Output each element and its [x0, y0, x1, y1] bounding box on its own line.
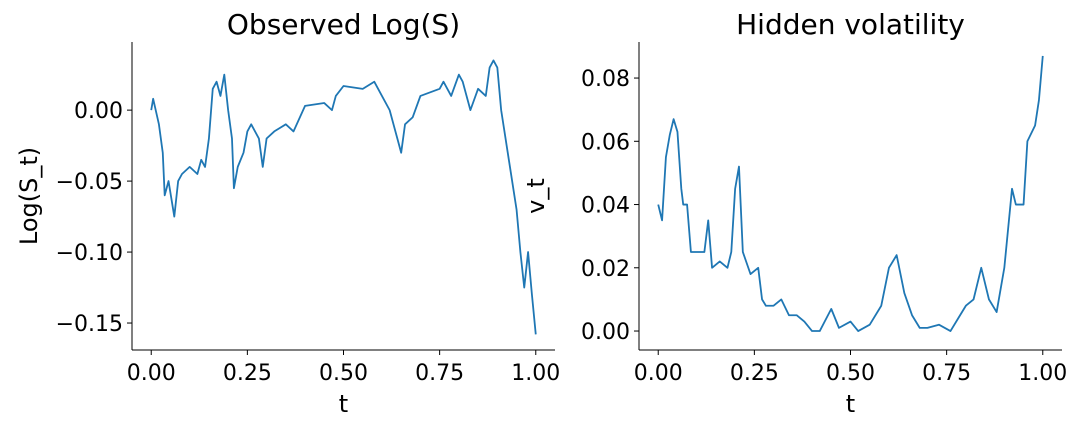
y-tick-label: 0.00 [74, 99, 123, 124]
x-tick-label: 0.25 [223, 361, 272, 386]
y-tick-label: −0.15 [56, 312, 123, 337]
x-axis-label: t [339, 390, 348, 418]
x-tick-label: 0.00 [127, 361, 176, 386]
series-line [150, 59, 537, 335]
x-tick-label: 0.00 [634, 361, 683, 386]
y-tick-label: 0.04 [581, 194, 630, 219]
y-tick-label: 0.02 [581, 257, 630, 282]
x-tick-label: 0.50 [319, 361, 368, 386]
x-tick-label: 0.25 [730, 361, 779, 386]
y-tick-label: 0.08 [581, 67, 630, 92]
x-tick-label: 1.00 [511, 361, 560, 386]
y-axis-label: v_t [522, 178, 550, 214]
x-tick-label: 0.75 [922, 361, 971, 386]
chart-title: Hidden volatility [736, 8, 965, 41]
x-tick-label: 0.50 [826, 361, 875, 386]
y-tick-label: 0.00 [581, 320, 630, 345]
y-tick-label: −0.05 [56, 170, 123, 195]
x-tick-label: 1.00 [1018, 361, 1067, 386]
x-tick-label: 0.75 [415, 361, 464, 386]
y-tick-label: 0.06 [581, 130, 630, 155]
x-axis-label: t [846, 390, 855, 418]
y-axis-label: Log(S_t) [15, 147, 43, 245]
y-tick-label: −0.10 [56, 241, 123, 266]
series-line [657, 55, 1044, 332]
chart-title: Observed Log(S) [227, 8, 460, 41]
